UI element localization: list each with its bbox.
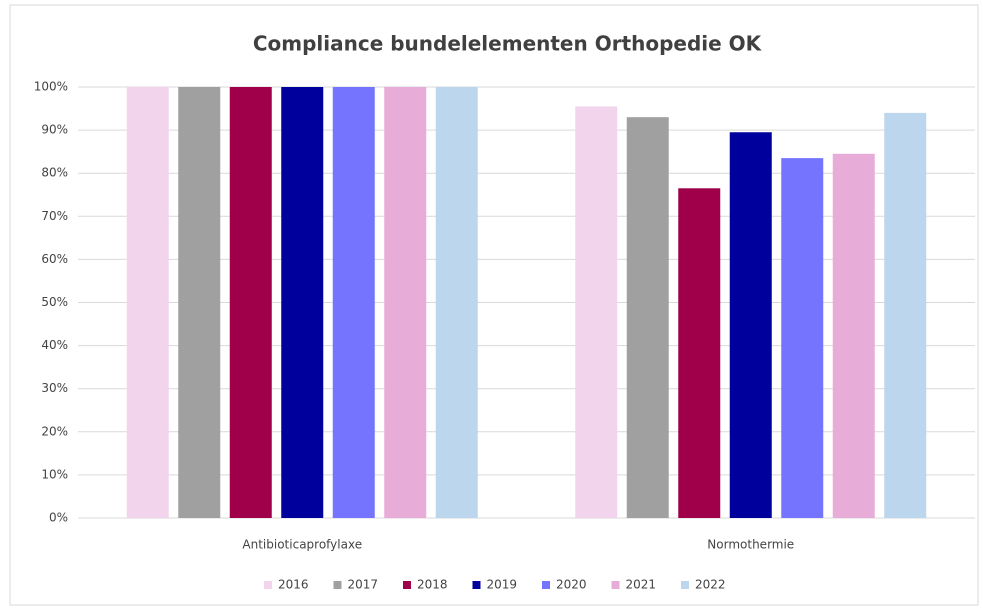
y-tick-label: 100% — [34, 80, 68, 94]
legend-swatch — [333, 581, 342, 589]
y-tick-label: 70% — [41, 209, 68, 223]
bar — [229, 87, 272, 518]
bar — [626, 117, 669, 519]
y-tick-label: 40% — [41, 338, 68, 352]
bar — [384, 87, 427, 518]
bar — [678, 188, 721, 518]
legend-swatch — [264, 581, 272, 589]
bar — [332, 87, 375, 518]
legend-label: 2021 — [626, 578, 657, 592]
bar — [781, 158, 824, 519]
legend-swatch — [472, 581, 481, 589]
bar — [729, 132, 772, 518]
legend-swatch — [403, 581, 411, 589]
y-tick-label: 50% — [41, 295, 68, 309]
legend-label: 2016 — [278, 578, 309, 592]
bar — [832, 153, 875, 518]
legend-label: 2020 — [556, 578, 587, 592]
legend-label: 2022 — [695, 578, 726, 592]
bar — [884, 112, 927, 519]
y-tick-label: 20% — [41, 424, 68, 438]
bar — [281, 87, 324, 518]
bar — [575, 106, 618, 519]
legend-label: 2019 — [487, 578, 518, 592]
x-tick-label: Antibioticaprofylaxe — [242, 538, 362, 552]
bar — [435, 87, 478, 518]
legend-swatch — [542, 581, 550, 589]
chart-title: Compliance bundelelementen Orthopedie OK — [253, 32, 763, 56]
bar — [126, 87, 169, 518]
legend-swatch — [681, 581, 689, 589]
legend-label: 2017 — [348, 578, 379, 592]
bar — [178, 87, 221, 518]
legend-swatch — [611, 581, 620, 589]
y-tick-label: 30% — [41, 381, 68, 395]
y-tick-label: 90% — [41, 123, 68, 137]
y-tick-label: 10% — [41, 467, 68, 481]
y-tick-label: 0% — [49, 511, 68, 525]
legend-label: 2018 — [417, 578, 448, 592]
y-tick-label: 80% — [41, 166, 68, 180]
x-tick-label: Normothermie — [707, 538, 794, 552]
y-tick-label: 60% — [41, 252, 68, 266]
